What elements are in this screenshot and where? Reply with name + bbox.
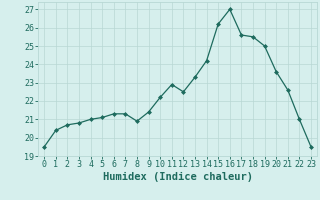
X-axis label: Humidex (Indice chaleur): Humidex (Indice chaleur) [103, 172, 252, 182]
